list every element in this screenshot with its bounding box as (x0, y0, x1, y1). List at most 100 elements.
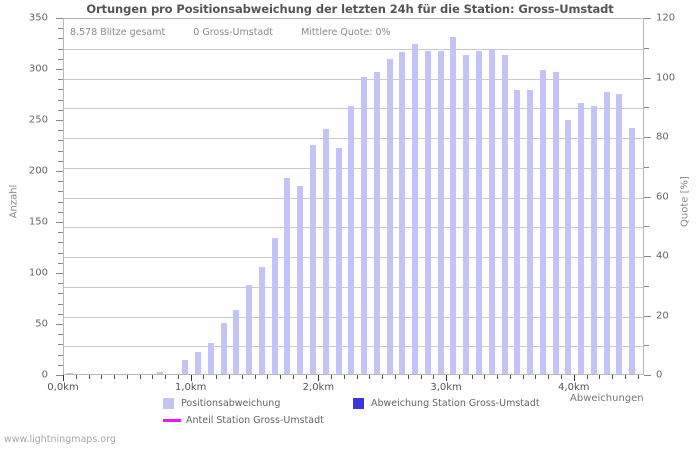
y-axis-right-tick (644, 315, 651, 317)
bar (156, 371, 163, 374)
x-axis-tick (190, 375, 192, 381)
y-axis-right-tick (644, 345, 649, 347)
bar (297, 186, 304, 374)
bar (450, 37, 457, 374)
y-axis-right-tick (644, 226, 649, 228)
bar (182, 359, 189, 374)
bar (348, 105, 355, 374)
x-axis-tick-label: 4,0km (558, 382, 590, 393)
bar (437, 50, 444, 374)
y-axis-left-tick (58, 293, 63, 295)
y-axis-left-tick (56, 120, 63, 121)
legend-label: Anteil Station Gross-Umstadt (186, 415, 324, 426)
x-axis-tick (612, 375, 614, 379)
x-axis-tick (509, 375, 511, 379)
legend-item-anteil-station[interactable]: Anteil Station Gross-Umstadt (163, 415, 324, 426)
x-axis-tick-label: 0,0km (47, 382, 79, 393)
y-axis-left-tick (58, 130, 63, 132)
bar (399, 51, 406, 374)
legend-swatch-icon (353, 398, 364, 409)
bar (476, 50, 482, 374)
bar (246, 285, 253, 374)
y-axis-left-tick-label: 150 (28, 216, 48, 228)
bar (322, 129, 329, 374)
y-axis-left-tick (58, 344, 63, 346)
x-axis-tick (599, 375, 601, 379)
x-axis-tick (126, 375, 128, 379)
x-axis-tick (203, 375, 205, 379)
plot-area (63, 18, 644, 375)
bar (258, 266, 265, 374)
x-axis-tick (139, 375, 141, 379)
bar (463, 54, 470, 374)
x-axis-tick (548, 375, 550, 379)
x-axis-tick (343, 375, 345, 379)
y-axis-left-tick (58, 150, 63, 152)
bar (310, 144, 316, 374)
x-axis-tick (280, 375, 282, 379)
x-axis-tick (216, 375, 218, 379)
watermark: www.lightningmaps.org (4, 434, 116, 445)
x-axis-tick (407, 375, 409, 379)
x-axis: 0,0km 1,0km 2,0km 3,0km 4,0km (47, 375, 644, 405)
bar (488, 48, 495, 374)
y-axis-left-tick (58, 211, 63, 213)
y-axis-left-tick-label: 100 (28, 267, 48, 279)
bar (424, 50, 431, 374)
y-axis-left-tick (58, 283, 63, 285)
chart-title: Ortungen pro Positionsabweichung der let… (86, 2, 614, 16)
y-axis-left-tick (58, 58, 63, 60)
x-axis-tick (497, 375, 499, 379)
bar (271, 238, 278, 374)
y-axis-left-tick (56, 69, 63, 70)
x-axis-tick (356, 375, 358, 379)
bar (220, 323, 227, 374)
y-axis-left-tick (58, 252, 63, 254)
bar (527, 90, 534, 374)
bar (361, 77, 368, 374)
y-axis-right-tick-label: 60 (656, 191, 669, 202)
x-axis-tick (318, 375, 320, 381)
x-axis-tick (484, 375, 486, 379)
gridline (64, 78, 643, 80)
x-axis-tick (229, 375, 230, 379)
x-axis-tick (561, 375, 562, 379)
x-axis-tick-label: 1,0km (174, 382, 207, 393)
bar (629, 128, 636, 374)
y-axis-left-tick (58, 334, 63, 336)
y-axis-left-tick (58, 313, 63, 315)
bar (335, 147, 342, 374)
x-axis-tick (637, 375, 639, 379)
y-axis-right-tick-label: 100 (656, 72, 676, 83)
y-axis-right-tick (644, 196, 651, 198)
legend-item-positionsabweichung[interactable]: Positionsabweichung (163, 398, 280, 409)
y-axis-left-tick-label: 0 (41, 369, 48, 381)
y-axis-left-tick (58, 242, 63, 244)
x-axis-tick (177, 375, 179, 379)
y-axis-left-tick (58, 28, 63, 30)
x-axis-tick (522, 375, 524, 379)
bar (590, 105, 597, 374)
y-axis-right-tick (644, 137, 651, 138)
y-axis-left-tick (58, 109, 63, 111)
gridline (64, 48, 643, 50)
y-axis-left-tick (58, 262, 63, 264)
x-axis-tick (331, 375, 333, 379)
y-axis-left-tick (58, 99, 63, 101)
x-axis-tick (75, 375, 77, 379)
y-axis-left-tick-label: 350 (28, 12, 48, 24)
legend-item-abweichung-station[interactable]: Abweichung Station Gross-Umstadt (353, 398, 540, 409)
y-axis-left-tick (58, 303, 63, 305)
x-axis-tick (305, 375, 307, 379)
x-axis-tick (395, 375, 396, 379)
x-axis-tick (292, 375, 294, 379)
bar (195, 351, 202, 374)
x-axis-tick (471, 375, 473, 379)
x-axis-tick-label: 2,0km (302, 382, 335, 393)
y-axis-right-tick (644, 47, 649, 49)
y-axis-left-tick (58, 191, 63, 193)
mean-quota-label: Mittlere Quote: 0% (301, 27, 391, 38)
bar (578, 102, 585, 374)
y-axis-left-tick (58, 232, 63, 234)
legend-line-icon (163, 419, 181, 422)
